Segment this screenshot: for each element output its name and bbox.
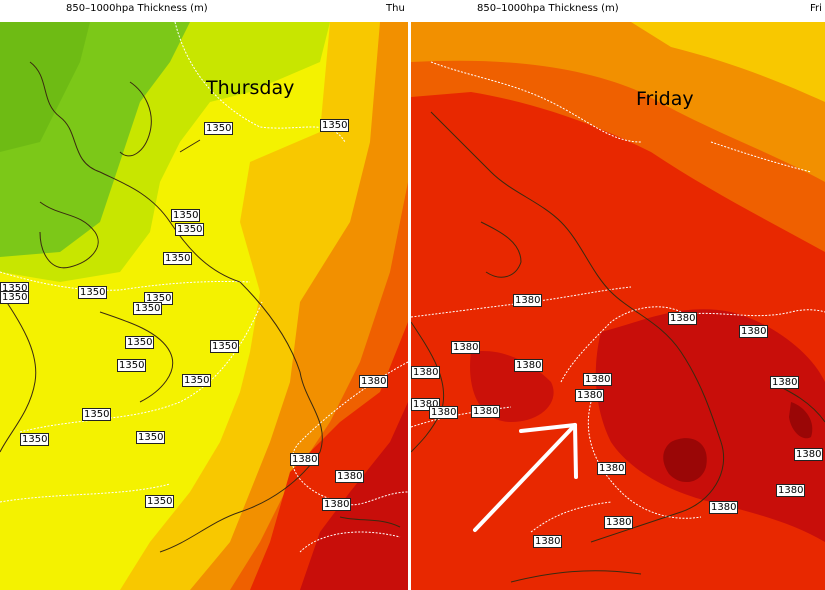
friday-darkest-red-zone [663, 438, 707, 483]
friday-header: 850–1000hpa Thickness (m) Fri [411, 0, 825, 22]
contour-label: 1380 [604, 516, 634, 529]
contour-label: 1380 [583, 373, 613, 386]
contour-label: 1350 [133, 302, 163, 315]
thursday-day-tag: Thu [386, 3, 405, 14]
contour-label: 1350 [0, 291, 30, 304]
contour-label: 1380 [794, 448, 824, 461]
contour-label: 1350 [182, 374, 212, 387]
thursday-day-label: Thursday [206, 77, 295, 99]
friday-thickness-map [411, 22, 825, 590]
contour-label: 1380 [776, 484, 806, 497]
contour-label: 1350 [117, 359, 147, 372]
thursday-contour-1380 [291, 361, 408, 506]
contour-label: 1350 [171, 209, 201, 222]
contour-label: 1380 [335, 470, 365, 483]
contour-label: 1380 [533, 535, 563, 548]
contour-label: 1380 [513, 294, 543, 307]
contour-label: 1380 [514, 359, 544, 372]
friday-dark-red-zone [595, 309, 825, 542]
contour-label: 1380 [471, 405, 501, 418]
contour-label: 1380 [597, 462, 627, 475]
contour-label: 1380 [322, 498, 352, 511]
contour-label: 1350 [82, 408, 112, 421]
contour-label: 1350 [204, 122, 234, 135]
contour-label: 1380 [739, 325, 769, 338]
contour-label: 1350 [145, 495, 175, 508]
panel-divider [408, 0, 411, 590]
contour-label: 1350 [144, 292, 174, 305]
contour-label: 1380 [770, 376, 800, 389]
contour-label: 1350 [78, 286, 108, 299]
contour-label: 1350 [163, 252, 193, 265]
contour-label: 1380 [451, 341, 481, 354]
contour-label: 1350 [320, 119, 350, 132]
arrow-up-right-icon [473, 423, 578, 532]
contour-label: 1380 [709, 501, 739, 514]
thursday-thickness-map [0, 22, 408, 590]
thursday-panel: 850–1000hpa Thickness (m) Thu [0, 0, 408, 590]
friday-panel: 850–1000hpa Thickness (m) Fri [411, 0, 825, 590]
friday-day-tag: Fri [810, 3, 822, 14]
contour-label: 1350 [125, 336, 155, 349]
contour-label: 1380 [429, 406, 459, 419]
contour-label: 1350 [20, 433, 50, 446]
contour-label: 1350 [210, 340, 240, 353]
contour-label: 1380 [290, 453, 320, 466]
friday-chart-title: 850–1000hpa Thickness (m) [477, 3, 619, 14]
friday-day-label: Friday [636, 88, 694, 110]
contour-label: 1380 [668, 312, 698, 325]
contour-label: 1380 [359, 375, 389, 388]
contour-label: 1350 [175, 223, 205, 236]
thursday-header: 850–1000hpa Thickness (m) Thu [0, 0, 408, 22]
contour-label: 1380 [575, 389, 605, 402]
contour-label: 1380 [411, 366, 441, 379]
contour-label: 1350 [136, 431, 166, 444]
thursday-chart-title: 850–1000hpa Thickness (m) [66, 3, 208, 14]
